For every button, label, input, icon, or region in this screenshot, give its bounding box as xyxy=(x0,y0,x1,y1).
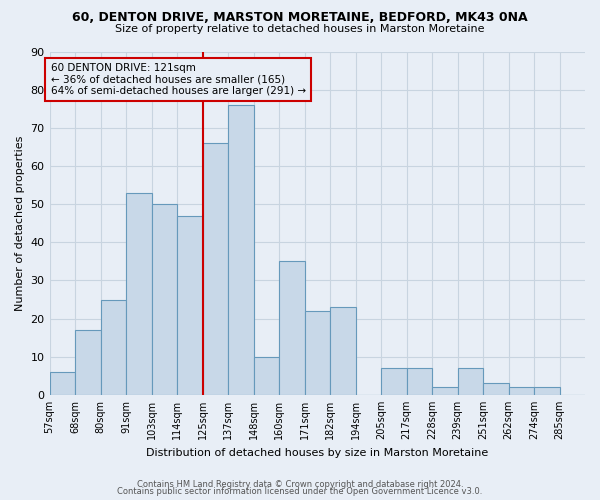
Bar xyxy=(305,311,330,395)
Text: Contains public sector information licensed under the Open Government Licence v3: Contains public sector information licen… xyxy=(118,488,482,496)
Bar xyxy=(101,300,126,395)
Bar xyxy=(254,357,279,395)
Bar xyxy=(177,216,203,395)
Text: Size of property relative to detached houses in Marston Moretaine: Size of property relative to detached ho… xyxy=(115,24,485,34)
Bar xyxy=(458,368,483,395)
Bar xyxy=(534,388,560,395)
X-axis label: Distribution of detached houses by size in Marston Moretaine: Distribution of detached houses by size … xyxy=(146,448,488,458)
Bar xyxy=(228,105,254,395)
Bar xyxy=(381,368,407,395)
Text: Contains HM Land Registry data © Crown copyright and database right 2024.: Contains HM Land Registry data © Crown c… xyxy=(137,480,463,489)
Bar xyxy=(203,143,228,395)
Text: 60, DENTON DRIVE, MARSTON MORETAINE, BEDFORD, MK43 0NA: 60, DENTON DRIVE, MARSTON MORETAINE, BED… xyxy=(72,11,528,24)
Y-axis label: Number of detached properties: Number of detached properties xyxy=(15,136,25,311)
Bar xyxy=(330,307,356,395)
Bar xyxy=(407,368,432,395)
Bar xyxy=(152,204,177,395)
Bar xyxy=(75,330,101,395)
Bar xyxy=(432,388,458,395)
Bar xyxy=(509,388,534,395)
Bar xyxy=(50,372,75,395)
Bar xyxy=(483,384,509,395)
Text: 60 DENTON DRIVE: 121sqm
← 36% of detached houses are smaller (165)
64% of semi-d: 60 DENTON DRIVE: 121sqm ← 36% of detache… xyxy=(51,63,306,96)
Bar xyxy=(126,192,152,395)
Bar xyxy=(279,262,305,395)
